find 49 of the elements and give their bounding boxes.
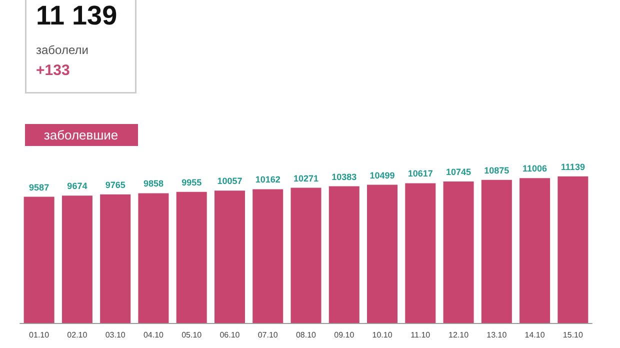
- data-label: 11139: [560, 162, 585, 172]
- bar: [290, 188, 322, 323]
- text: заболевшие: [44, 128, 118, 142]
- data-label: 9955: [182, 177, 202, 188]
- data-label: 10745: [446, 167, 472, 178]
- text: заболели: [36, 43, 88, 57]
- x-tick-label: 14.10: [524, 330, 546, 340]
- x-tick-label: 06.10: [220, 330, 240, 340]
- data-label: 9674: [67, 181, 88, 192]
- x-tick-label: 12.10: [448, 330, 470, 340]
- bar: [62, 196, 92, 323]
- data-label: 9858: [143, 178, 164, 189]
- data-label: 10383: [332, 172, 357, 182]
- x-tick-label: 04.10: [143, 330, 164, 340]
- x-tick-label: 13.10: [486, 330, 508, 340]
- x-tick-label: 08.10: [296, 330, 317, 340]
- text: 11 139: [36, 0, 118, 30]
- data-label: 10499: [370, 170, 395, 180]
- data-label: 10617: [408, 168, 433, 179]
- x-tick-label: 02.10: [67, 330, 88, 340]
- bar: [481, 180, 512, 323]
- bar: [443, 182, 474, 323]
- x-tick-label: 03.10: [105, 330, 126, 340]
- data-label: 9587: [29, 182, 50, 192]
- bar: [100, 194, 131, 323]
- bar: [24, 196, 54, 323]
- x-tick-label: 11.10: [410, 330, 431, 340]
- bar: [138, 193, 169, 323]
- bar: [367, 184, 398, 323]
- bar: [328, 186, 360, 323]
- x-tick-label: 10.10: [372, 330, 393, 340]
- bar: [405, 183, 436, 323]
- bar: [520, 178, 550, 323]
- data-label: 10875: [484, 165, 510, 176]
- x-tick-label: 15.10: [562, 330, 584, 340]
- x-tick-label: 07.10: [258, 330, 278, 340]
- bar: [214, 190, 245, 323]
- data-label: 11006: [522, 164, 548, 174]
- text: +133: [36, 62, 70, 79]
- x-tick-label: 05.10: [182, 330, 202, 340]
- bar: [176, 192, 207, 323]
- data-label: 9765: [105, 180, 126, 190]
- x-tick-label: 09.10: [334, 330, 355, 340]
- data-label: 10162: [255, 174, 280, 185]
- bar: [252, 189, 284, 323]
- x-tick-label: 01.10: [29, 330, 50, 340]
- data-label: 10057: [217, 176, 242, 186]
- data-label: 10271: [293, 173, 319, 184]
- bar: [558, 176, 588, 323]
